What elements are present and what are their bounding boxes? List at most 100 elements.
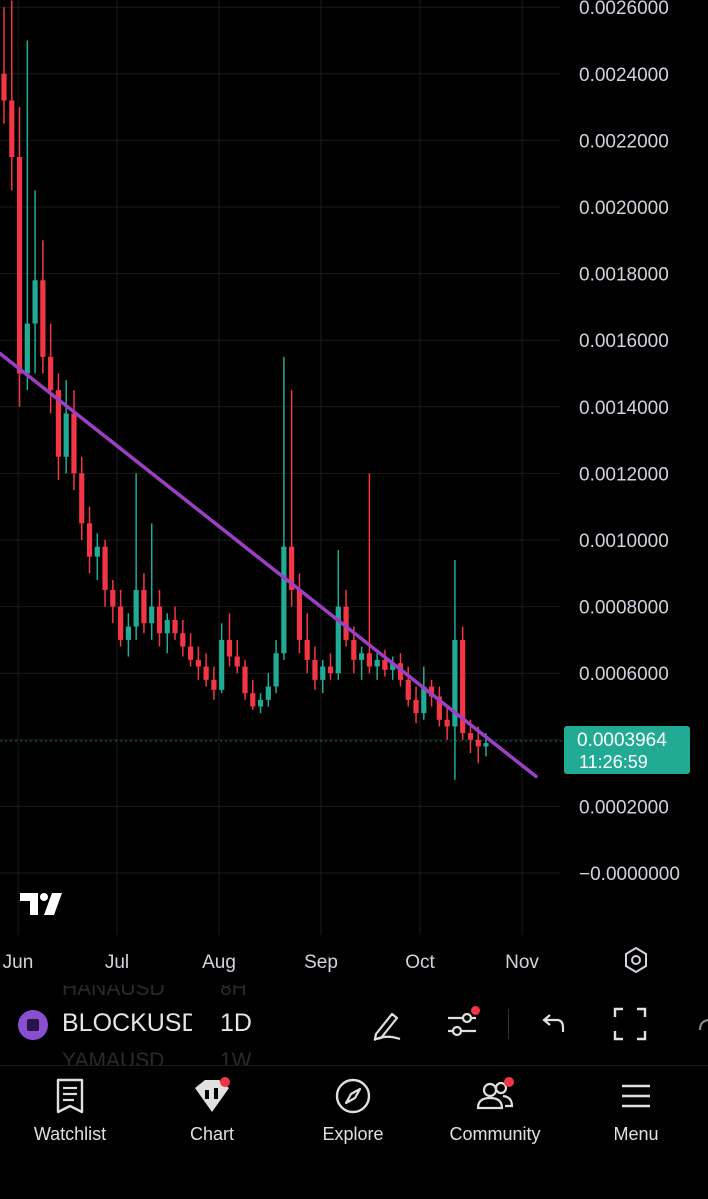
y-tick-label: 0.0008000 [579,598,669,619]
candle-body [351,639,357,660]
candle [343,589,349,647]
candle [382,649,388,677]
candle-body [141,589,147,624]
candle [436,686,442,727]
y-tick-label: 0.0016000 [579,331,669,352]
drawing-pen-icon[interactable] [366,1004,406,1044]
x-axis-labels: Jun Jul Aug Sep Oct Nov [3,952,540,973]
candle-body [343,606,349,640]
candle-body [40,280,46,357]
candle [16,107,23,407]
symbol-selector[interactable]: BLOCKUSD [62,1009,192,1037]
price-chart[interactable]: 0.0026000 0.0024000 0.0022000 0.0020000 0.00… [0,0,708,985]
candle [1,7,7,124]
fullscreen-icon[interactable] [610,1004,650,1044]
y-tick-label: 0.0026000 [579,0,669,19]
candle [71,390,77,491]
last-price-label: 0.0003964 11:26:59 [564,726,690,774]
nav-community[interactable]: Community [425,1076,565,1145]
nav-explore[interactable]: Explore [283,1076,423,1145]
candle-body [320,666,326,680]
candle [359,646,365,680]
candle [211,666,217,700]
ghost-interval-below: 1W [220,1049,252,1066]
candle-body [187,646,194,660]
candle [203,653,209,687]
candle [48,323,54,414]
candle-body [242,666,248,694]
x-tick-label: Jul [105,952,129,973]
candle [86,506,93,574]
candle-body [428,686,435,697]
candle-body [281,546,287,654]
candle-body [172,619,178,634]
candle-body [312,659,318,680]
x-tick-label: Aug [202,952,236,973]
candle-body [374,659,380,667]
candle-body [413,699,419,714]
candle-body [9,100,15,158]
candle [9,0,15,191]
candle [125,613,131,657]
candle-body [327,666,334,674]
candle [149,523,155,640]
candle-body [48,356,54,391]
candle [242,659,248,700]
menu-icon [622,1084,650,1108]
candle [405,666,411,707]
candle [320,659,326,694]
candle-body [55,390,62,457]
tradingview-logo [20,893,62,915]
candle-body [94,546,100,557]
candle [141,573,147,634]
candle-body [24,323,30,374]
candle-body [1,73,7,101]
trendline[interactable] [0,351,538,779]
candle [187,633,194,667]
candle [234,639,240,674]
candle-body [460,639,466,734]
candle-body [390,663,396,670]
nav-label-community: Community [449,1124,541,1144]
nav-menu[interactable]: Menu [566,1076,706,1145]
y-axis-labels: 0.0026000 0.0024000 0.0022000 0.0020000 0.00… [579,0,680,885]
candle-body [296,589,303,640]
candle-body [359,653,365,660]
chart-settings-icon[interactable] [622,946,650,974]
indicators-icon[interactable] [442,1004,482,1044]
candle [257,693,264,714]
undo-icon[interactable] [533,1004,573,1044]
candle [110,579,116,624]
x-tick-label: Sep [304,952,338,973]
chart-toolbar: HANAUSD 8H YAMAUSD 1W BLOCKUSD 1D [0,985,708,1066]
ghost-symbol-above: HANAUSD [62,985,165,1000]
candle-body [405,679,411,700]
candle [172,606,178,640]
candle [40,240,46,374]
candle-body [118,606,124,640]
candle [94,533,100,580]
y-tick-label: 0.0002000 [579,797,669,818]
candle-body [211,679,217,690]
nav-chart[interactable]: Chart [142,1076,282,1145]
candle [413,686,419,724]
candle-body [366,653,372,667]
chart-grid [0,0,560,935]
candle-body [110,589,116,607]
candle-body [250,693,256,707]
nav-label-explore: Explore [322,1124,384,1144]
nav-watchlist[interactable]: Watchlist [0,1076,140,1145]
candle-body [234,656,240,667]
interval-selector[interactable]: 1D [220,1009,252,1037]
candle-body [63,413,69,457]
candle-body [226,639,233,657]
candle-body [102,546,108,590]
candle-body [125,626,131,640]
symbol-logo-icon[interactable] [18,1010,48,1040]
ghost-symbol-below: YAMAUSD [62,1049,165,1066]
candle-body [289,546,295,590]
watchlist-icon [56,1078,84,1114]
redo-icon[interactable] [690,1004,708,1044]
y-tick-label: 0.0024000 [579,65,669,86]
candle [444,706,450,740]
